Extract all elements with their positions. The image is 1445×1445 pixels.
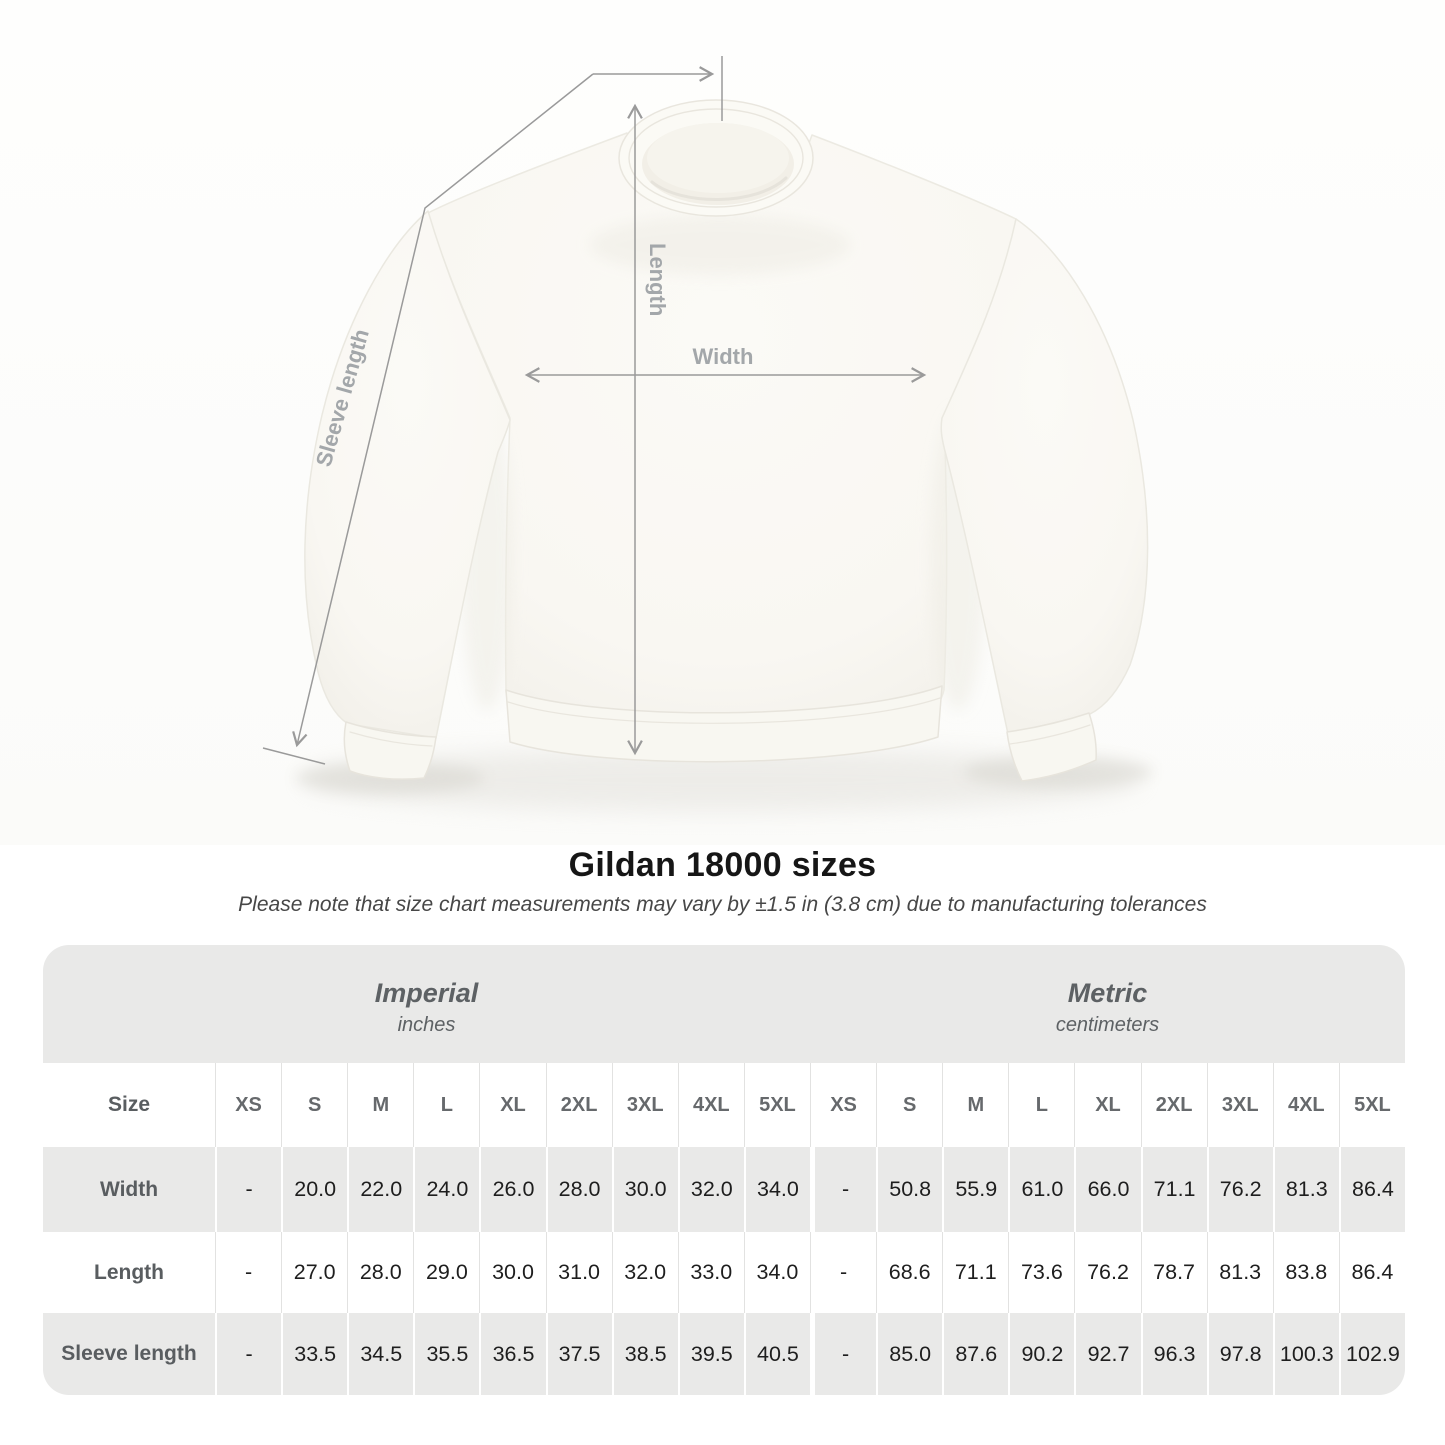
table-cell: 34.0 bbox=[743, 1232, 810, 1313]
table-cell: 61.0 bbox=[1008, 1147, 1075, 1232]
table-cell: 96.3 bbox=[1140, 1313, 1207, 1395]
table-cell: 85.0 bbox=[876, 1313, 943, 1395]
table-cell: 102.9 bbox=[1338, 1313, 1405, 1395]
table-cell: 27.0 bbox=[281, 1232, 347, 1313]
width-label: Width bbox=[693, 344, 754, 369]
table-cell: 39.5 bbox=[677, 1313, 744, 1395]
size-column-header: 2XL bbox=[1140, 1063, 1207, 1147]
size-header: Size bbox=[107, 1093, 151, 1116]
size-column-header: M bbox=[942, 1063, 1008, 1147]
table-cell: - bbox=[810, 1232, 876, 1313]
table-cell: 30.0 bbox=[611, 1147, 678, 1232]
table-cell: 33.0 bbox=[677, 1232, 744, 1313]
metric-subtitle: centimeters bbox=[1055, 1014, 1160, 1036]
row-label-sleeve-length: Sleeve length bbox=[43, 1313, 215, 1395]
table-cell: - bbox=[810, 1313, 877, 1395]
table-cell: 38.5 bbox=[611, 1313, 678, 1395]
size-column-header: 3XL bbox=[1206, 1063, 1273, 1147]
table-cell: 50.8 bbox=[876, 1147, 943, 1232]
table-cell: - bbox=[215, 1313, 282, 1395]
imperial-subtitle: inches bbox=[397, 1014, 456, 1036]
table-cell: 87.6 bbox=[942, 1313, 1009, 1395]
table-cell: 24.0 bbox=[413, 1147, 480, 1232]
table-cell: 76.2 bbox=[1206, 1147, 1273, 1232]
table-cell: 100.3 bbox=[1272, 1313, 1339, 1395]
table-cell: 86.4 bbox=[1338, 1232, 1405, 1313]
table-cell: 78.7 bbox=[1140, 1232, 1207, 1313]
table-cell: 81.3 bbox=[1206, 1232, 1273, 1313]
table-cell: 66.0 bbox=[1074, 1147, 1141, 1232]
table-cell: - bbox=[215, 1232, 281, 1313]
measurement-annotations bbox=[262, 56, 927, 765]
size-column-header: S bbox=[281, 1063, 347, 1147]
size-column-header: XS bbox=[215, 1063, 281, 1147]
table-cell: 97.8 bbox=[1206, 1313, 1273, 1395]
table-cell: 30.0 bbox=[479, 1232, 545, 1313]
table-cell: 81.3 bbox=[1272, 1147, 1339, 1232]
size-column-header: 2XL bbox=[545, 1063, 612, 1147]
size-column-header: 4XL bbox=[1272, 1063, 1339, 1147]
row-label-length: Length bbox=[94, 1260, 164, 1284]
table-cell: 83.8 bbox=[1272, 1232, 1339, 1313]
size-chart-note: Please note that size chart measurements… bbox=[238, 893, 1207, 916]
table-cell: 55.9 bbox=[942, 1147, 1009, 1232]
table-cell: 28.0 bbox=[347, 1232, 413, 1313]
table-cell: 34.0 bbox=[743, 1147, 810, 1232]
metric-title: Metric bbox=[1067, 978, 1148, 1008]
size-column-header: M bbox=[347, 1063, 413, 1147]
table-cell: 33.5 bbox=[281, 1313, 348, 1395]
table-cell: 90.2 bbox=[1008, 1313, 1075, 1395]
table-cell: - bbox=[810, 1147, 877, 1232]
table-cell: 71.1 bbox=[942, 1232, 1008, 1313]
table-cell: 34.5 bbox=[347, 1313, 414, 1395]
sleeve-length-arrow bbox=[292, 73, 594, 748]
size-column-header: 4XL bbox=[677, 1063, 744, 1147]
sweatshirt-measurement-diagram: Length Width Sleeve length bbox=[0, 0, 1445, 845]
size-column-header: S bbox=[876, 1063, 942, 1147]
table-cell: - bbox=[215, 1147, 282, 1232]
size-column-header: L bbox=[1008, 1063, 1074, 1147]
table-cell: 31.0 bbox=[545, 1232, 612, 1313]
sweatshirt-image bbox=[304, 99, 1149, 782]
table-cell: 36.5 bbox=[479, 1313, 546, 1395]
size-column-header: L bbox=[413, 1063, 479, 1147]
table-cell: 71.1 bbox=[1140, 1147, 1207, 1232]
table-cell: 32.0 bbox=[677, 1147, 744, 1232]
size-table: Imperial inches Metric centimeters Size … bbox=[43, 945, 1405, 1395]
imperial-title: Imperial bbox=[374, 978, 479, 1008]
table-cell: 76.2 bbox=[1074, 1232, 1140, 1313]
table-cell: 92.7 bbox=[1074, 1313, 1141, 1395]
table-cell: 22.0 bbox=[347, 1147, 414, 1232]
table-cell: 35.5 bbox=[413, 1313, 480, 1395]
table-cell: 26.0 bbox=[479, 1147, 546, 1232]
unit-group-metric: Metric centimeters bbox=[810, 945, 1405, 1063]
table-cell: 28.0 bbox=[545, 1147, 612, 1232]
size-column-header: 3XL bbox=[611, 1063, 678, 1147]
sweatshirt-collar bbox=[618, 99, 814, 217]
size-column-header: 5XL bbox=[743, 1063, 810, 1147]
table-cell: 20.0 bbox=[281, 1147, 348, 1232]
cuff-tick bbox=[262, 747, 326, 765]
size-column-header: XL bbox=[479, 1063, 545, 1147]
length-label: Length bbox=[645, 243, 670, 316]
size-column-header: XL bbox=[1074, 1063, 1140, 1147]
table-cell: 86.4 bbox=[1338, 1147, 1405, 1232]
table-cell: 40.5 bbox=[743, 1313, 810, 1395]
size-chart-title: Gildan 18000 sizes bbox=[568, 846, 877, 884]
table-cell: 73.6 bbox=[1008, 1232, 1074, 1313]
table-cell: 37.5 bbox=[545, 1313, 612, 1395]
unit-group-imperial: Imperial inches bbox=[43, 945, 810, 1063]
table-cell: 68.6 bbox=[876, 1232, 942, 1313]
size-column-header: XS bbox=[810, 1063, 876, 1147]
size-column-header: 5XL bbox=[1338, 1063, 1405, 1147]
table-cell: 29.0 bbox=[413, 1232, 479, 1313]
row-label-width: Width bbox=[43, 1147, 215, 1232]
table-cell: 32.0 bbox=[611, 1232, 678, 1313]
